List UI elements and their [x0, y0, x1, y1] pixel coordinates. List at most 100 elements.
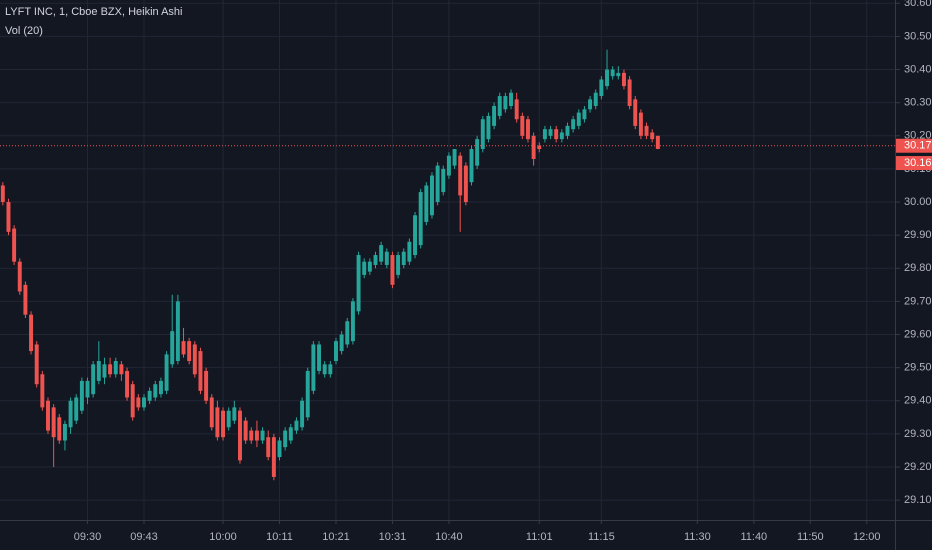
candle-body	[181, 341, 186, 355]
candle-body	[334, 341, 338, 362]
y-tick-label: 29.80	[904, 262, 932, 274]
candle-body	[424, 185, 429, 222]
indicator-label: Vol (20)	[5, 25, 43, 37]
candle-body	[6, 202, 11, 232]
candle-body	[469, 149, 474, 183]
candle-body	[328, 364, 333, 375]
candle-body	[605, 69, 609, 87]
candle-body	[571, 119, 576, 130]
chart-title: LYFT INC, 1, Cboe BZX, Heikin Ashi	[5, 6, 183, 18]
x-tick-label: 10:40	[435, 531, 463, 543]
candle-body	[79, 380, 84, 411]
y-tick-label: 29.60	[904, 328, 932, 340]
candle-body	[175, 301, 180, 362]
candle-body	[96, 361, 101, 381]
candle-body	[164, 354, 169, 391]
y-tick-label: 29.50	[904, 362, 932, 374]
candle-body	[396, 255, 401, 275]
candle-body	[85, 380, 90, 398]
candle-body	[452, 149, 457, 166]
y-tick-label: 29.40	[904, 395, 932, 407]
candle-body	[294, 420, 299, 431]
y-tick-label: 30.20	[904, 130, 932, 142]
candle-body	[503, 96, 508, 110]
candle-body	[322, 364, 327, 375]
candle-body	[51, 407, 56, 438]
candle-body	[23, 284, 28, 315]
candle-body	[260, 430, 265, 441]
candle-body	[192, 344, 197, 375]
candle-body	[565, 125, 570, 136]
candle-body	[616, 72, 621, 77]
candle-body	[429, 175, 434, 216]
last-price-label: 30.16	[904, 157, 932, 169]
candle-body	[68, 400, 73, 428]
candle-body	[644, 125, 649, 136]
y-tick-label: 30.50	[904, 30, 932, 42]
candle-body	[463, 165, 468, 203]
x-tick-label: 10:11	[266, 531, 293, 543]
candle-body	[74, 397, 79, 421]
candle-body	[497, 96, 502, 116]
candle-body	[599, 79, 604, 97]
candle-body	[232, 407, 237, 421]
candle-body	[655, 135, 660, 150]
candle-body	[542, 129, 547, 140]
candle-body	[283, 430, 288, 448]
candle-body	[119, 364, 124, 375]
candle-body	[204, 370, 209, 401]
last-price-box	[896, 156, 932, 171]
candle-body	[46, 400, 50, 431]
candle-body	[215, 407, 220, 438]
candle-body	[158, 380, 163, 395]
candle-body	[17, 261, 22, 292]
price-label: 30.17	[904, 140, 932, 152]
x-tick-label: 09:30	[74, 531, 102, 543]
x-tick-label: 11:40	[740, 531, 767, 543]
candle-body	[559, 132, 564, 140]
candle-body	[588, 99, 593, 110]
candle-body	[593, 92, 598, 106]
candle-body	[582, 109, 587, 120]
candle-body	[317, 344, 322, 371]
candle-body	[57, 417, 62, 441]
candle-body	[548, 129, 553, 136]
candle-body	[621, 72, 626, 87]
candle-body	[271, 437, 276, 477]
y-tick-label: 30.60	[904, 0, 932, 9]
candle-body	[373, 255, 378, 265]
candle-body	[147, 390, 152, 401]
candle-body	[91, 364, 96, 395]
candle-body	[475, 139, 480, 166]
candle-body	[142, 397, 146, 408]
candle-body	[266, 437, 271, 458]
candle-body	[413, 215, 418, 256]
y-tick-label: 29.10	[904, 494, 932, 506]
candle-body	[29, 314, 34, 352]
x-tick-label: 11:30	[684, 531, 711, 543]
candle-body	[300, 400, 305, 428]
candle-body	[187, 341, 192, 362]
candle-body	[288, 427, 293, 441]
candle-body	[209, 397, 214, 428]
candle-body	[311, 344, 316, 391]
candle-body	[379, 245, 384, 262]
candle-body	[277, 440, 282, 458]
candle-body	[435, 165, 440, 203]
candle-body	[525, 119, 530, 140]
candle-body	[486, 115, 491, 140]
price-label-box	[896, 138, 932, 153]
candle-body	[520, 115, 525, 136]
candle-body	[509, 92, 514, 106]
candle-body	[384, 251, 389, 265]
candle-body	[537, 145, 542, 150]
x-tick-label: 10:31	[379, 531, 407, 543]
candle-body	[62, 423, 67, 441]
candle-body	[170, 331, 175, 365]
candle-body	[554, 129, 559, 140]
candle-body	[531, 135, 536, 159]
candle-body	[401, 251, 406, 265]
axes: 29.10 29.20 29.30 29.40 29.50 29.60 29.70 29.80…	[74, 0, 932, 543]
